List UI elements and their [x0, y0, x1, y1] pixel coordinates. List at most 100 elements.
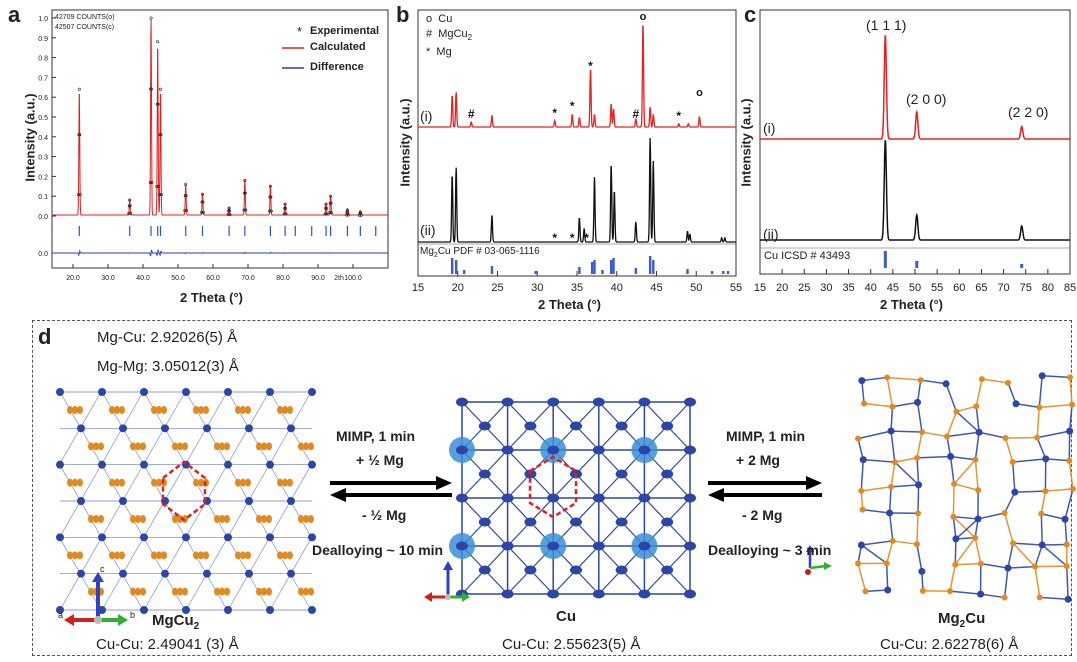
mg-atom	[977, 560, 984, 567]
mg-atom	[77, 551, 83, 560]
legend-cu: o Cu	[426, 13, 453, 25]
cu-atom	[77, 569, 85, 578]
mg-atom	[245, 478, 251, 487]
cu-atom	[266, 388, 274, 396]
mg-atom	[298, 442, 304, 451]
xtick-label: 20	[776, 282, 788, 294]
cu-atom	[456, 541, 468, 551]
cu-atom	[859, 456, 867, 464]
mg2cu-bond	[1011, 462, 1016, 493]
cu-atom	[684, 541, 696, 551]
mg-atom	[919, 587, 926, 594]
mg2cu-bond	[861, 486, 892, 492]
xtick-label: 50	[690, 282, 702, 294]
mg-atom	[950, 513, 957, 520]
cu-atom	[547, 445, 560, 455]
counts-calculated: 42507 COUNTS(c)	[55, 24, 115, 31]
cu-hexagon	[528, 455, 578, 519]
experimental-point	[359, 213, 363, 217]
mg2cu-bond	[917, 455, 951, 459]
mg2cu-bond	[887, 376, 921, 381]
mg-atom	[219, 515, 225, 523]
mgcu2-bond	[480, 392, 605, 610]
panel-a-letter: a	[8, 2, 21, 27]
mg-atom	[214, 515, 220, 523]
mg-atom	[224, 515, 230, 523]
mg2cu-bond	[955, 518, 979, 540]
mg-atom	[303, 587, 309, 596]
mg-atom	[177, 515, 183, 523]
experimental-point	[185, 209, 189, 213]
cu-atom	[615, 517, 628, 527]
experimental-point	[243, 178, 247, 182]
xtick-label: 30	[820, 282, 832, 294]
peak-200: (2 0 0)	[906, 91, 947, 107]
mg-atom	[67, 478, 73, 487]
mg2cu-bond	[916, 402, 923, 433]
mg-atom	[973, 403, 980, 410]
ytick-label: 0.5	[38, 115, 48, 122]
cu-atom	[886, 509, 894, 517]
mgcu2-bond	[0, 392, 17, 610]
cu-atom	[98, 460, 106, 469]
ytick-label: 1.0	[38, 16, 48, 23]
cu-atom	[478, 421, 491, 431]
xtick-label: 15	[754, 282, 766, 294]
mg2cu-bond	[857, 430, 892, 440]
mg-atom	[203, 406, 209, 414]
mg-atom	[261, 442, 267, 451]
mg-atom	[972, 456, 979, 463]
mg-atom	[172, 442, 178, 451]
experimental-point	[324, 202, 328, 206]
mg2cu-bond	[978, 431, 1006, 439]
mg-atom	[1069, 485, 1076, 492]
mg2cu-bond	[1064, 519, 1068, 545]
mg-atom	[235, 551, 241, 560]
phase-marker: #	[468, 107, 475, 121]
mg2cu-bond	[950, 455, 976, 461]
ref-peak-bar	[462, 270, 466, 274]
mg2cu-bond	[1039, 596, 1069, 601]
mg2cu-bond	[1036, 437, 1047, 460]
xtick-label: 15	[412, 282, 424, 294]
left-reverse-label-2: Dealloying ~ 10 min	[312, 542, 444, 558]
mg2cu-bond	[863, 458, 895, 463]
mg2cu-bond	[1035, 565, 1067, 568]
xtick-label: 45	[887, 282, 899, 294]
mg-atom	[235, 406, 241, 414]
mg2cu-bond	[1066, 566, 1069, 600]
cu-atom	[56, 388, 64, 396]
ref-peak-bar	[652, 260, 655, 274]
mg-atom	[240, 478, 246, 487]
mg2cu-bond	[956, 405, 977, 413]
calculated-pattern	[51, 19, 388, 216]
mg2cu-bond	[946, 431, 980, 438]
experimental-point	[244, 208, 248, 212]
mg-atom	[182, 442, 188, 451]
xtick-label: 45	[650, 282, 662, 294]
mg2cu-bond	[980, 562, 1009, 569]
cu-atom	[140, 388, 148, 396]
mg-atom	[861, 400, 868, 407]
ref-peak-bar	[490, 266, 494, 274]
mg-atom	[862, 588, 869, 595]
experimental-point	[156, 102, 160, 106]
mgcu2-bond	[438, 392, 563, 610]
mg-atom	[915, 510, 922, 517]
cu-atom	[245, 424, 253, 433]
axis-label-c-left: c	[100, 564, 105, 574]
mg2cu-bond	[1038, 375, 1043, 408]
mg-atom	[193, 551, 199, 560]
mg-atom	[975, 487, 982, 494]
experimental-point	[329, 201, 333, 205]
axis-triad-mgcu2	[64, 572, 128, 626]
ytick-label: 0.7	[38, 75, 48, 82]
mg2cu-bond	[949, 564, 956, 592]
mg2cu-bond	[1045, 458, 1070, 462]
ref-peak-bar	[726, 271, 730, 274]
xtick-label: 60	[953, 282, 965, 294]
mg2cu-bond	[945, 383, 958, 412]
experimental-point	[284, 206, 288, 210]
name-mgcu2: MgCu2	[152, 612, 200, 632]
